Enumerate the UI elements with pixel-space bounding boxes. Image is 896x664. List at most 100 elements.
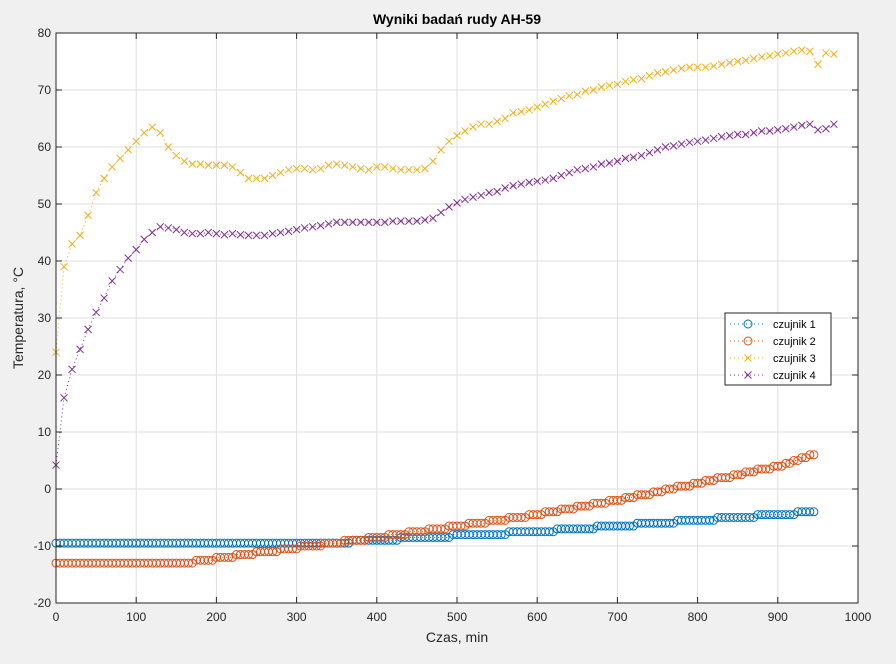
data-point [276,168,285,177]
data-point [549,174,558,183]
data-point [348,163,357,171]
data-point [332,538,342,548]
y-tick-label: 70 [38,83,52,97]
y-tick-label: 40 [38,254,52,268]
data-point [437,208,445,217]
data-point [203,555,213,565]
x-marker-stroke [188,160,197,168]
data-point [557,94,566,103]
data-point [243,550,253,560]
x-marker-stroke [661,143,670,151]
data-point [548,507,558,517]
data-point [100,294,108,302]
data-point [733,130,742,139]
x-marker-stroke [453,131,461,140]
data-point [148,123,157,131]
data-point [757,127,766,135]
x-marker-stroke [541,100,550,109]
data-point [148,228,157,237]
x-marker-stroke [92,188,100,197]
x-marker-stroke [725,58,734,67]
x-marker-stroke [573,165,582,174]
data-point [440,532,450,542]
x-marker-stroke [340,161,349,170]
data-point [677,140,686,149]
x-marker-stroke [292,225,301,234]
data-point [765,127,774,135]
data-point [252,231,261,240]
data-point [517,180,526,188]
x-marker-stroke [661,67,670,76]
data-point [212,161,221,170]
data-point [92,188,100,197]
x-marker-stroke [316,164,325,173]
data-point [613,157,622,166]
data-point [421,216,429,224]
x-marker-stroke [140,128,149,137]
data-point [741,56,750,65]
x-marker-stroke [244,231,253,240]
x-marker-stroke [180,228,189,237]
data-point [496,530,506,540]
data-point [613,80,622,89]
data-point [725,58,734,67]
series-line [56,511,814,544]
data-point [324,161,333,170]
data-point [312,541,322,551]
x-marker-stroke [300,164,309,173]
y-axis-label: Temperatura, °C [10,267,26,369]
data-point [725,131,734,140]
data-point [665,484,675,494]
data-point [372,163,381,171]
x-marker-stroke [372,163,381,171]
data-point [693,63,702,72]
data-point [188,160,197,168]
data-point [565,168,574,177]
x-marker-stroke [581,164,590,173]
data-point [596,498,606,508]
data-point [445,202,453,211]
series-4 [52,120,838,469]
data-point [100,174,108,183]
data-point [308,165,317,174]
x-marker-stroke [589,86,598,94]
x-marker-stroke [744,371,752,379]
x-marker-stroke [76,231,84,240]
data-point [798,46,806,54]
data-point [797,453,807,463]
x-marker-stroke [645,148,654,157]
data-point [525,178,534,187]
data-point [116,154,125,163]
x-marker-stroke [781,124,790,133]
data-point [348,218,357,227]
x-marker-stroke [798,121,806,130]
x-marker-stroke [252,174,261,183]
x-marker-stroke [260,174,269,183]
x-marker-stroke [116,265,125,274]
data-point [798,121,806,130]
data-point [376,532,386,542]
y-tick-label: 60 [38,140,52,154]
x-marker-stroke [605,81,614,90]
x-marker-stroke [445,202,453,211]
data-point [525,106,534,114]
y-tick-label: 10 [38,425,52,439]
data-point [806,120,814,129]
x-marker-stroke [637,74,646,83]
data-point [557,171,566,180]
y-tick-label: -20 [34,596,52,610]
data-point [456,521,466,531]
x-marker-stroke [380,163,389,171]
x-marker-stroke [292,164,301,173]
x-tick-label: 900 [768,610,788,624]
legend-marker [744,371,752,379]
data-point [749,54,758,63]
x-marker-stroke [252,231,261,240]
data-point [581,87,590,95]
data-point [705,475,715,485]
x-marker-stroke [637,151,646,160]
data-point [429,214,437,223]
data-point [340,161,349,170]
data-point [789,123,798,131]
x-marker-stroke [220,230,229,239]
